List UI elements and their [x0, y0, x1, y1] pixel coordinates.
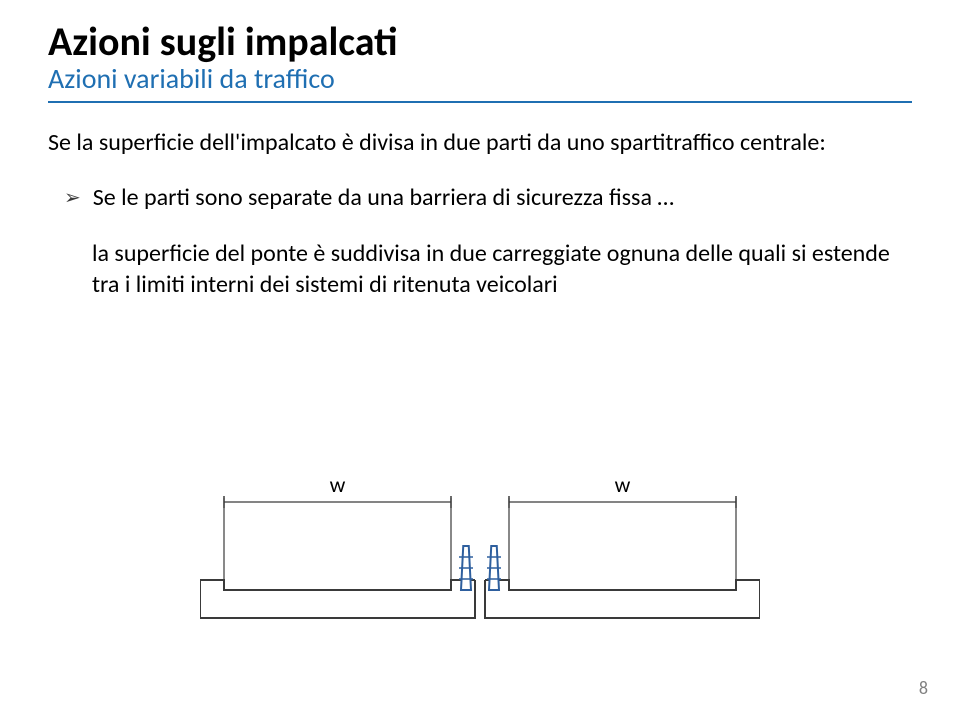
chevron-right-icon: ➢ [64, 182, 81, 214]
bullet-text: Se le parti sono separate da una barrier… [93, 182, 674, 213]
sub-bullet-text: la superficie del ponte è suddivisa in d… [92, 238, 912, 300]
slide-subtitle: Azioni variabili da traffico [48, 64, 912, 95]
intro-paragraph: Se la superficie dell'impalcato è divisa… [48, 127, 912, 158]
bullet-item: ➢ Se le parti sono separate da una barri… [64, 182, 912, 214]
page-number: 8 [919, 677, 928, 699]
svg-text:w: w [615, 471, 631, 498]
svg-text:w: w [330, 471, 346, 498]
slide-title: Azioni sugli impalcati [48, 20, 912, 64]
bridge-cross-section-diagram: ww [200, 440, 760, 645]
title-divider [48, 101, 912, 103]
